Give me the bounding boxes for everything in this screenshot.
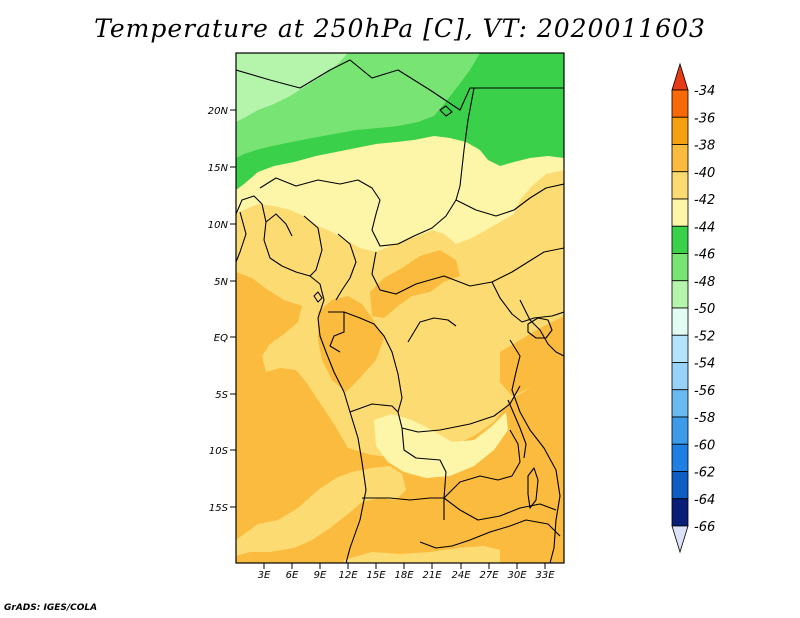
lat-label-20N: 20N [208, 106, 229, 117]
border-sudan-south [491, 281, 564, 323]
colorbar: -34 -36 -38 -40 -42 -44 -46 -48 -50 -52 -54 -56 -58 -… [671, 62, 715, 554]
temperature-field [236, 53, 564, 563]
border-east-2 [509, 339, 561, 563]
lat-label-5S: 5S [215, 390, 228, 401]
colorbar-segment [671, 89, 689, 118]
lake-chad [439, 105, 453, 117]
lon-label-21E: 21E [422, 570, 442, 581]
lon-label-6E: 6E [286, 570, 299, 581]
colorbar-label: -36 [694, 111, 715, 126]
field-band-minus38-pocket-b [318, 296, 384, 392]
colorbar-label: -44 [694, 220, 715, 235]
colorbar-segment [671, 253, 689, 282]
colorbar-segment [671, 225, 689, 254]
lat-label-10S: 10S [209, 446, 229, 457]
lat-label-EQ: EQ [214, 333, 228, 344]
colorbar-segment [671, 362, 689, 391]
lat-label-15S: 15S [209, 503, 229, 514]
colorbar-segment [671, 471, 689, 500]
border-east-coast [519, 299, 564, 357]
lon-label-30E: 30E [507, 570, 527, 581]
lon-label-9E: 9E [314, 570, 327, 581]
colorbar-segment [671, 116, 689, 145]
colorbar-segment [671, 307, 689, 336]
lon-label-12E: 12E [338, 570, 358, 581]
colorbar-label: -62 [694, 466, 715, 481]
colorbar-label: -38 [694, 139, 715, 154]
colorbar-label: -40 [694, 166, 715, 181]
lake-malawi [527, 467, 539, 509]
lon-label-18E: 18E [394, 570, 414, 581]
border-north-west-2 [265, 213, 293, 237]
map-frame [235, 52, 565, 564]
colorbar-label: -50 [694, 302, 715, 317]
colorbar-segment [671, 171, 689, 200]
border-north-west-3 [303, 215, 323, 277]
border-north-west-1 [236, 211, 247, 263]
border-central-east [371, 247, 564, 295]
colorbar-top-arrow [671, 62, 689, 91]
colorbar-label: -56 [694, 384, 715, 399]
colorbar-label: -64 [694, 493, 715, 508]
lat-label-10N: 10N [208, 220, 229, 231]
border-south [362, 497, 557, 521]
grads-credit: GrADS: IGES/COLA [4, 603, 98, 613]
colorbar-label: -58 [694, 411, 715, 426]
border-sudan-east [455, 183, 564, 217]
colorbar-segment [671, 280, 689, 309]
field-band-minus42-south [374, 412, 508, 478]
lat-labels: 20N 15N 10N 5N EQ 5S 10S 15S [208, 106, 229, 514]
colorbar-bottom-arrow [671, 525, 689, 554]
border-congo-inner [329, 312, 345, 353]
country-borders [236, 59, 564, 563]
coastline-west [236, 195, 367, 563]
field-band-minus40-south-b [236, 466, 406, 556]
border-sahara-north [236, 59, 564, 111]
colorbar-segment [671, 144, 689, 173]
field-band-minus40-south-c [344, 546, 500, 563]
lat-label-5N: 5N [214, 277, 228, 288]
lon-label-15E: 15E [366, 570, 386, 581]
field-band-minus48 [236, 53, 348, 122]
colorbar-segment [671, 198, 689, 227]
colorbar-label: -34 [694, 84, 715, 99]
lon-label-33E: 33E [535, 570, 555, 581]
colorbar-segment [671, 389, 689, 418]
colorbar-label: -46 [694, 248, 715, 263]
lat-ticks [230, 109, 236, 508]
colorbar-segment [671, 334, 689, 363]
colorbar-label: -60 [694, 438, 715, 453]
lake-victoria [527, 317, 553, 339]
border-congo-south [349, 385, 521, 433]
lon-label-27E: 27E [479, 570, 499, 581]
lon-label-24E: 24E [451, 570, 471, 581]
lon-ticks [263, 563, 546, 569]
colorbar-segment [671, 443, 689, 472]
colorbar-segment [671, 416, 689, 445]
border-congo-west [328, 311, 403, 413]
colorbar-label: -42 [694, 193, 715, 208]
border-north-west-4 [335, 233, 357, 301]
colorbar-segment [671, 498, 689, 527]
colorbar-label: -48 [694, 275, 715, 290]
border-zambia [443, 429, 521, 499]
river-congo [407, 317, 457, 343]
lon-label-3E: 3E [258, 570, 271, 581]
border-gulf-islands [313, 291, 323, 303]
colorbar-label: -52 [694, 329, 715, 344]
colorbar-label: -66 [694, 520, 715, 535]
border-lake-tanganyika [507, 399, 527, 459]
lon-labels: 3E 6E 9E 12E 15E 18E 21E 24E 27E 30E 33E [258, 570, 556, 581]
chart-title: Temperature at 250hPa [C], VT: 202001160… [94, 14, 706, 43]
border-sahel [259, 87, 475, 247]
lat-label-15N: 15N [208, 163, 229, 174]
colorbar-label: -54 [694, 357, 715, 372]
border-south-2 [419, 519, 561, 549]
